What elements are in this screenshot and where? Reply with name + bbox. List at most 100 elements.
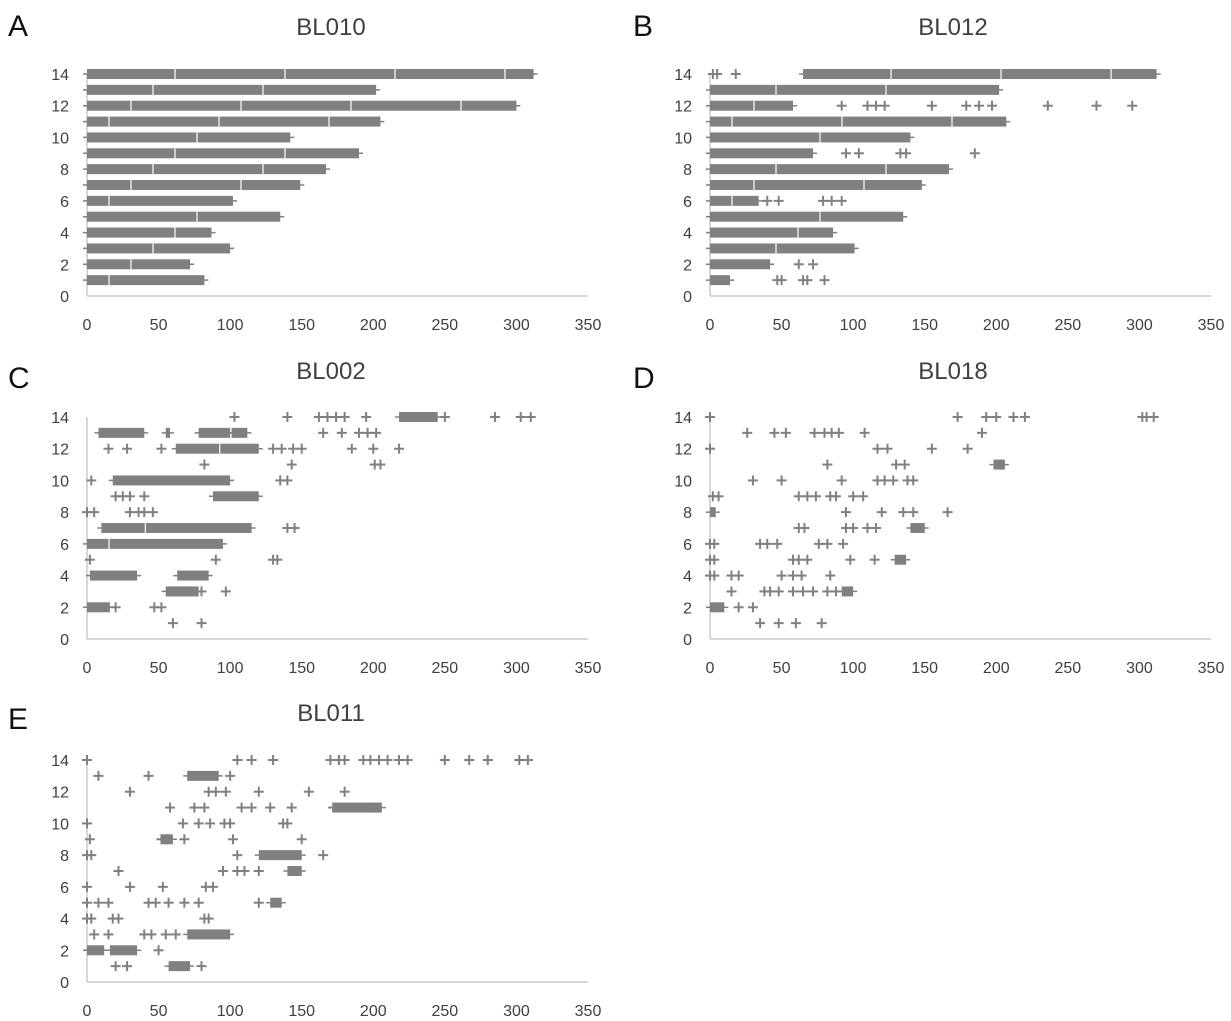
- y-tick-label: 12: [51, 99, 69, 116]
- plus-marker: [879, 100, 890, 111]
- plus-marker: [328, 802, 339, 813]
- plus-marker: [122, 961, 133, 972]
- plus-marker: [762, 195, 773, 206]
- y-tick-label: 14: [51, 67, 69, 84]
- y-tick-label: 12: [51, 442, 69, 459]
- plus-marker: [217, 866, 228, 876]
- y-tick-label: 0: [60, 975, 69, 992]
- plus-marker: [394, 443, 405, 454]
- x-tick-label: 350: [575, 1003, 602, 1020]
- plus-marker: [371, 427, 382, 438]
- plus-marker: [286, 459, 297, 470]
- panel-letter: E: [8, 703, 29, 736]
- plus-marker: [124, 507, 135, 518]
- plus-marker: [482, 755, 493, 765]
- plus-marker: [712, 69, 723, 79]
- plus-marker: [170, 929, 181, 940]
- plus-marker: [1008, 412, 1019, 422]
- plus-marker: [796, 570, 807, 581]
- chart-title: BL011: [297, 700, 365, 727]
- x-tick-label: 200: [983, 317, 1010, 334]
- plus-marker: [747, 602, 758, 613]
- plus-marker: [769, 427, 780, 438]
- plus-marker: [374, 755, 385, 765]
- plus-marker: [402, 755, 413, 765]
- plus-marker: [339, 786, 350, 797]
- plus-marker: [713, 491, 724, 502]
- plus-marker: [838, 538, 849, 549]
- x-tick-label: 0: [706, 317, 715, 334]
- plus-marker: [899, 459, 910, 470]
- plus-marker: [210, 786, 221, 797]
- y-tick-label: 2: [683, 257, 692, 274]
- chart-title: BL010: [296, 14, 366, 41]
- plus-marker: [788, 570, 799, 581]
- plus-marker: [361, 412, 372, 422]
- plus-marker: [813, 538, 824, 549]
- y-tick-label: 0: [60, 632, 69, 649]
- x-tick-label: 300: [1126, 317, 1153, 334]
- plus-marker: [143, 770, 154, 781]
- plus-marker: [139, 491, 150, 502]
- plus-marker: [196, 961, 207, 972]
- plus-marker: [272, 554, 283, 565]
- scatter-plot-bl018: 0 50 100 150 200 250 300 350 0 2 4 6 8 10 12 14: [674, 410, 1224, 677]
- x-tick-label: 50: [150, 1003, 168, 1020]
- chart-title: BL002: [296, 358, 366, 385]
- plus-marker: [147, 507, 158, 518]
- plus-marker: [162, 834, 173, 845]
- plus-marker: [160, 929, 171, 940]
- y-tick-label: 12: [51, 785, 69, 802]
- plus-marker: [228, 834, 239, 845]
- x-tick-label: 350: [575, 660, 602, 677]
- plus-marker: [86, 475, 97, 486]
- plus-marker: [830, 586, 841, 597]
- plus-marker: [303, 786, 314, 797]
- plus-marker: [84, 554, 95, 565]
- plus-marker: [439, 755, 450, 765]
- plus-marker: [755, 618, 766, 629]
- plus-marker: [113, 866, 124, 876]
- plus-marker: [93, 770, 104, 781]
- plus-marker: [268, 755, 279, 765]
- scatter-plot-bl011: 0 50 100 150 200 250 300 350 0 2 4 6 8 10 12 14: [51, 753, 602, 1020]
- plus-marker: [808, 586, 819, 597]
- x-tick-label: 250: [1055, 660, 1082, 677]
- plus-marker: [808, 259, 819, 270]
- plus-marker: [976, 427, 987, 438]
- plus-marker: [232, 755, 243, 765]
- x-tick-label: 300: [503, 1003, 530, 1020]
- plus-marker: [818, 195, 829, 206]
- plus-marker: [177, 818, 188, 829]
- y-tick-label: 8: [683, 162, 692, 179]
- plus-marker: [346, 443, 357, 454]
- plus-marker: [810, 491, 821, 502]
- plus-marker: [826, 195, 837, 206]
- plus-marker: [289, 523, 300, 533]
- plus-marker: [163, 897, 174, 908]
- plus-marker: [394, 755, 405, 765]
- plus-marker: [952, 412, 963, 422]
- plus-marker: [288, 443, 299, 454]
- plus-marker: [296, 834, 307, 845]
- plus-marker: [816, 618, 827, 629]
- plus-marker: [282, 412, 293, 422]
- plus-marker: [82, 897, 92, 908]
- plus-marker: [103, 897, 114, 908]
- plus-marker: [790, 618, 801, 629]
- plus-marker: [150, 897, 161, 908]
- plus-marker: [799, 523, 810, 533]
- plus-marker: [926, 100, 937, 111]
- plus-marker: [286, 802, 297, 813]
- plus-marker: [318, 427, 329, 438]
- x-tick-label: 250: [432, 660, 459, 677]
- x-tick-label: 150: [911, 660, 938, 677]
- plus-marker: [253, 897, 264, 908]
- x-tick-label: 150: [288, 1003, 315, 1020]
- y-tick-label: 10: [51, 816, 69, 833]
- plus-marker: [179, 897, 190, 908]
- plus-marker: [110, 602, 121, 613]
- y-tick-label: 14: [674, 67, 692, 84]
- plus-marker: [103, 443, 114, 454]
- plus-marker: [773, 618, 784, 629]
